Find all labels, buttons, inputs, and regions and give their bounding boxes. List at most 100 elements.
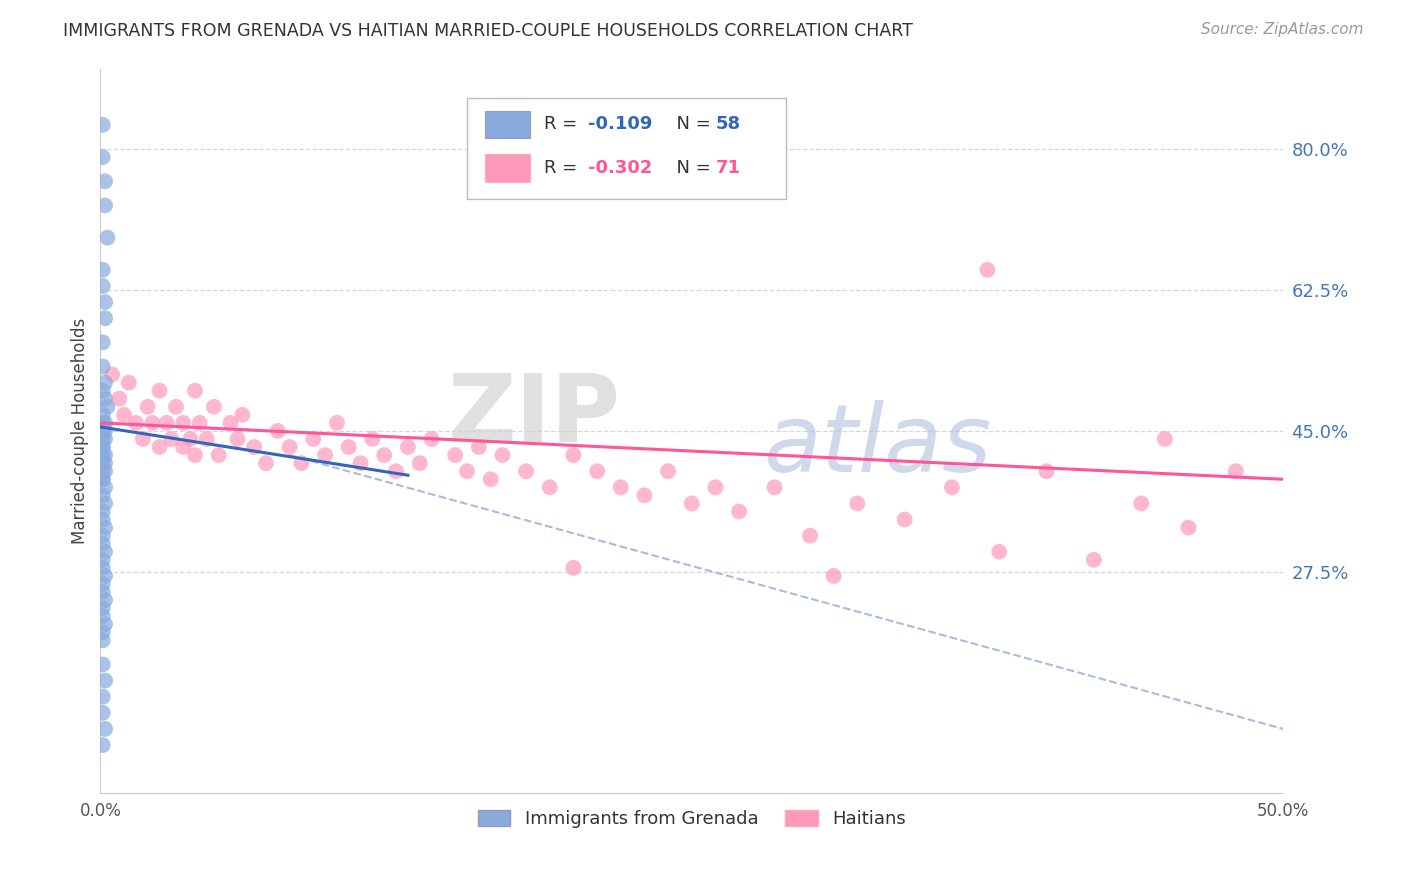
Point [290,456,312,470]
Point [562,561,585,575]
Point [108,392,131,406]
Point [893,512,915,526]
Point [1083,553,1105,567]
Point [160,432,183,446]
Point [91,456,114,470]
Point [91,472,114,486]
Point [326,416,349,430]
Point [202,400,225,414]
Point [94,174,117,188]
Text: R =: R = [544,115,583,133]
Point [988,545,1011,559]
FancyBboxPatch shape [485,111,530,138]
Point [361,432,384,446]
Point [94,520,117,534]
Point [91,633,114,648]
Point [188,416,211,430]
Point [94,376,117,390]
Point [94,673,117,688]
Point [91,416,114,430]
Point [94,593,117,607]
Point [91,448,114,462]
Point [267,424,290,438]
Point [91,601,114,615]
Point [91,384,114,398]
Point [172,440,194,454]
FancyBboxPatch shape [485,154,530,182]
Point [91,585,114,599]
Point [314,448,336,462]
Point [155,416,177,430]
Point [91,577,114,591]
Point [941,480,963,494]
Text: atlas: atlas [762,400,991,491]
Point [132,432,155,446]
Point [91,706,114,720]
Point [172,416,194,430]
Point [763,480,786,494]
Point [91,528,114,542]
Point [420,432,443,446]
Point [101,368,124,382]
Point [444,448,467,462]
Point [148,384,170,398]
Point [1035,464,1057,478]
Point [184,448,207,462]
Point [179,432,201,446]
Point [219,416,242,430]
Point [94,448,117,462]
Text: N =: N = [665,159,716,177]
Text: ZIP: ZIP [449,370,621,462]
Point [91,118,114,132]
Point [91,440,114,454]
Point [94,617,117,632]
Point [538,480,561,494]
Point [91,512,114,526]
Point [976,263,998,277]
Point [657,464,679,478]
Point [1225,464,1247,478]
Point [94,424,117,438]
Point [136,400,159,414]
Point [1153,432,1175,446]
Text: 71: 71 [716,159,741,177]
Point [385,464,408,478]
Y-axis label: Married-couple Households: Married-couple Households [72,318,89,544]
Point [91,504,114,518]
Point [96,230,118,244]
Point [94,464,117,478]
Point [91,488,114,502]
Point [633,488,655,502]
Point [586,464,609,478]
Point [184,384,207,398]
Point [91,625,114,640]
Text: N =: N = [665,115,716,133]
Point [373,448,395,462]
Point [195,432,218,446]
Point [479,472,502,486]
Point [94,722,117,736]
Point [337,440,360,454]
Point [91,263,114,277]
Point [91,464,114,478]
Point [94,545,117,559]
Text: 58: 58 [716,115,741,133]
Point [96,400,118,414]
Point [94,569,117,583]
Text: -0.302: -0.302 [588,159,652,177]
Point [94,496,117,510]
Point [1177,520,1199,534]
Point [118,376,141,390]
Point [1130,496,1153,510]
Point [681,496,703,510]
Point [302,432,325,446]
Point [491,448,513,462]
Point [91,609,114,624]
Point [396,440,419,454]
Point [610,480,633,494]
Point [846,496,869,510]
Point [243,440,266,454]
Point [148,440,170,454]
Legend: Immigrants from Grenada, Haitians: Immigrants from Grenada, Haitians [471,802,912,835]
Point [254,456,277,470]
